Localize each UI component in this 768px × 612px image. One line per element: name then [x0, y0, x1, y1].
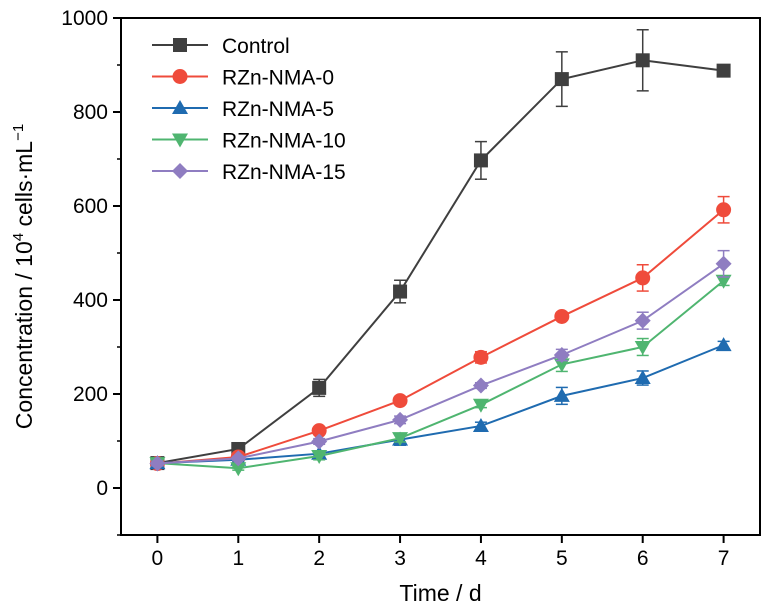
data-point — [472, 377, 489, 394]
legend: Control RZn-NMA-0 RZn-NMA-5 RZn-NMA-10 RZn-N… — [152, 35, 346, 184]
legend-marker — [172, 69, 188, 84]
axis-ticks: 0 1 2 3 4 5 6 7 0 200 400 600 800 1000 — [61, 7, 729, 570]
data-point — [635, 53, 650, 68]
data-point — [473, 349, 489, 365]
data-point — [634, 312, 651, 329]
data-point — [472, 398, 489, 413]
x-tick-label: 6 — [637, 547, 649, 570]
legend-item: RZn-NMA-5 — [152, 98, 334, 121]
x-tick-label: 7 — [718, 547, 730, 570]
legend-item: RZn-NMA-10 — [152, 130, 346, 153]
legend-label: RZn-NMA-5 — [222, 98, 334, 121]
legend-item: Control — [152, 35, 290, 58]
legend-marker — [173, 38, 187, 52]
series-line — [157, 59, 724, 465]
series-rzn-nma-0 — [149, 195, 732, 472]
x-tick-label: 0 — [152, 547, 164, 570]
data-point — [553, 358, 570, 373]
data-point — [634, 341, 651, 355]
data-point — [393, 284, 408, 299]
y-tick-label: 0 — [96, 477, 108, 500]
plot-frame — [120, 17, 761, 536]
data-point — [634, 370, 651, 385]
series-line — [157, 262, 725, 465]
legend-item: RZn-NMA-0 — [152, 67, 334, 90]
y-axis-title: Concentration / 104 cells·mL−1 — [10, 124, 37, 429]
y-axis-title-exponent: 4 — [10, 233, 27, 241]
legend-item: RZn-NMA-15 — [152, 161, 346, 184]
y-axis-title-unit: cells·mL — [11, 141, 37, 233]
data-point — [311, 423, 327, 439]
series-line — [157, 279, 725, 470]
legend-label: RZn-NMA-10 — [222, 130, 346, 153]
series-control — [150, 29, 731, 471]
data-point — [716, 202, 732, 218]
data-point — [312, 380, 327, 395]
data-point — [311, 450, 328, 465]
data-point — [311, 433, 328, 450]
plot-area — [149, 29, 732, 477]
y-tick-label: 1000 — [61, 7, 108, 30]
data-point — [392, 432, 409, 447]
y-tick-label: 400 — [73, 289, 108, 312]
data-point — [715, 337, 732, 352]
x-tick-label: 2 — [313, 547, 325, 570]
data-point — [230, 450, 247, 467]
data-point — [554, 72, 569, 87]
data-point — [715, 274, 732, 289]
series-rzn-nma-15 — [149, 249, 732, 472]
legend-label: RZn-NMA-15 — [222, 161, 346, 184]
x-tick-label: 5 — [556, 547, 568, 570]
data-point — [715, 255, 732, 272]
x-axis-title: Time / d — [399, 580, 481, 606]
legend-marker — [172, 100, 188, 114]
legend-label: RZn-NMA-0 — [222, 67, 334, 90]
data-point — [554, 308, 570, 324]
data-point — [149, 455, 166, 472]
data-point — [635, 270, 651, 286]
series-line — [157, 208, 725, 465]
y-tick-label: 800 — [73, 101, 108, 124]
y-tick-label: 600 — [73, 195, 108, 218]
data-point — [473, 153, 488, 168]
data-point — [392, 411, 409, 428]
data-point — [392, 393, 408, 409]
data-point — [472, 417, 489, 432]
x-tick-label: 3 — [394, 547, 406, 570]
data-point — [553, 387, 570, 402]
series-line — [157, 344, 724, 465]
x-tick-label: 4 — [475, 547, 487, 570]
y-tick-label: 200 — [73, 383, 108, 406]
y-axis-title-prefix: Concentration / 10 — [11, 241, 37, 429]
legend-label: Control — [222, 35, 290, 58]
legend-marker — [172, 133, 188, 148]
y-axis-title-unit-exponent: −1 — [10, 124, 27, 141]
data-point — [716, 63, 731, 78]
x-tick-label: 1 — [232, 547, 244, 570]
data-point — [230, 462, 247, 477]
legend-marker — [172, 163, 188, 179]
data-point — [553, 346, 570, 363]
